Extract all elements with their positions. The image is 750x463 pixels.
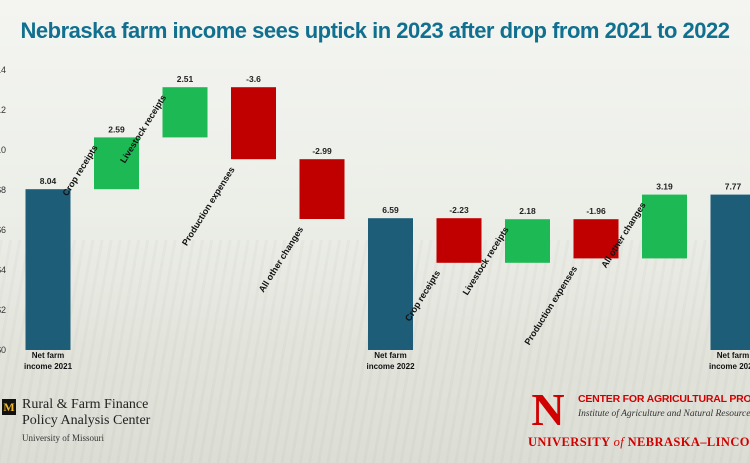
data-label: -1.96 bbox=[586, 206, 606, 216]
chart-title: Nebraska farm income sees uptick in 2023… bbox=[20, 18, 730, 43]
unl-wordmark: UNIVERSITY of NEBRASKA–LINCOLN bbox=[528, 435, 750, 450]
waterfall-bar bbox=[162, 87, 208, 138]
waterfall-bar bbox=[368, 218, 413, 350]
center-agricultural-profitability-logo-block: N CENTER FOR AGRICULTURAL PROFITABILITY … bbox=[525, 385, 750, 455]
category-label: Net farm bbox=[374, 351, 406, 360]
category-label: Production expenses bbox=[522, 264, 579, 346]
category-label: Crop receipts bbox=[60, 143, 99, 198]
data-label: 2.18 bbox=[519, 206, 536, 216]
waterfall-bar bbox=[642, 194, 687, 259]
waterfall-bar bbox=[299, 159, 345, 219]
rf-name-line1: Rural & Farm Finance bbox=[22, 397, 149, 412]
y-tick-label: $4 bbox=[0, 265, 6, 275]
rural-farm-finance-name: Rural & Farm Finance Policy Analysis Cen… bbox=[22, 397, 150, 429]
unl-word-a: UNIVERSITY bbox=[528, 435, 614, 449]
category-label: Net farm bbox=[717, 351, 749, 360]
category-label: Production expenses bbox=[180, 165, 237, 247]
data-label: -2.23 bbox=[449, 205, 469, 215]
center-name: CENTER FOR AGRICULTURAL PROFITABILITY bbox=[578, 393, 750, 405]
unl-word-b: of bbox=[613, 435, 625, 449]
data-label: 7.77 bbox=[725, 182, 742, 192]
data-label: -3.6 bbox=[246, 74, 261, 84]
rf-name-line2: Policy Analysis Center bbox=[22, 413, 151, 428]
y-tick-label: $14 bbox=[0, 65, 6, 75]
y-tick-label: $10 bbox=[0, 145, 6, 155]
waterfall-bar bbox=[436, 218, 482, 263]
nebraska-n-logo: N bbox=[531, 385, 565, 435]
data-label: 3.19 bbox=[656, 182, 673, 192]
waterfall-bar bbox=[231, 87, 276, 160]
university-of-missouri-text: University of Missouri bbox=[22, 433, 104, 443]
waterfall-bar bbox=[25, 189, 71, 350]
university-of-missouri-logo: M bbox=[2, 399, 16, 415]
data-label: 8.04 bbox=[40, 176, 57, 186]
y-tick-label: $8 bbox=[0, 185, 6, 195]
data-label: -2.99 bbox=[312, 146, 332, 156]
y-tick-label: $2 bbox=[0, 305, 6, 315]
category-label: Net farm bbox=[32, 351, 64, 360]
category-label: Livestock receipts bbox=[118, 93, 168, 165]
unl-word-c: NEBRASKA–LINCOLN bbox=[627, 435, 750, 449]
y-tick-label: $0 bbox=[0, 345, 6, 355]
y-tick-label: $12 bbox=[0, 105, 6, 115]
category-label: income 2022 bbox=[366, 362, 415, 371]
waterfall-bar bbox=[573, 219, 619, 259]
data-label: 6.59 bbox=[382, 205, 399, 215]
ianr-text: Institute of Agriculture and Natural Res… bbox=[578, 409, 750, 419]
category-label: income 2023 bbox=[709, 362, 750, 371]
data-label: 2.59 bbox=[108, 124, 125, 134]
category-label: income 2021 bbox=[24, 362, 73, 371]
waterfall-bar bbox=[94, 137, 139, 190]
rural-farm-finance-logo-block: M Rural & Farm Finance Policy Analysis C… bbox=[0, 395, 230, 455]
waterfall-bar bbox=[710, 194, 750, 350]
data-label: 2.51 bbox=[177, 74, 194, 84]
waterfall-bar bbox=[505, 219, 550, 263]
category-label: All other changes bbox=[257, 225, 305, 294]
y-tick-label: $6 bbox=[0, 225, 6, 235]
